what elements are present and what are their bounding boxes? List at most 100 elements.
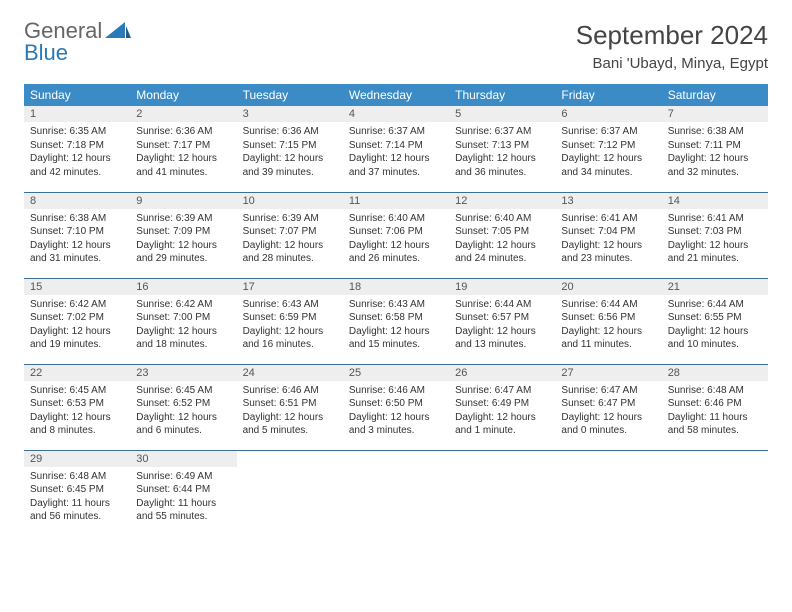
day-info: Sunrise: 6:43 AMSunset: 6:58 PMDaylight:…	[343, 295, 449, 356]
day-number: 24	[237, 365, 343, 381]
sunrise-line: Sunrise: 6:43 AM	[349, 298, 443, 312]
daylight-line: Daylight: 12 hours and 18 minutes.	[136, 325, 230, 352]
daylight-line: Daylight: 12 hours and 10 minutes.	[668, 325, 762, 352]
day-info: Sunrise: 6:39 AMSunset: 7:09 PMDaylight:…	[130, 209, 236, 270]
day-number: 20	[555, 279, 661, 295]
weekday-header-row: Sunday Monday Tuesday Wednesday Thursday…	[24, 84, 768, 106]
sunset-line: Sunset: 7:06 PM	[349, 225, 443, 239]
day-number: 27	[555, 365, 661, 381]
sunset-line: Sunset: 6:46 PM	[668, 397, 762, 411]
sunrise-line: Sunrise: 6:38 AM	[668, 125, 762, 139]
sunrise-line: Sunrise: 6:42 AM	[136, 298, 230, 312]
day-info: Sunrise: 6:40 AMSunset: 7:06 PMDaylight:…	[343, 209, 449, 270]
daylight-line: Daylight: 12 hours and 21 minutes.	[668, 239, 762, 266]
daylight-line: Daylight: 12 hours and 11 minutes.	[561, 325, 655, 352]
sunset-line: Sunset: 6:55 PM	[668, 311, 762, 325]
day-number: 30	[130, 451, 236, 467]
day-number: 21	[662, 279, 768, 295]
calendar-day-cell: 16Sunrise: 6:42 AMSunset: 7:00 PMDayligh…	[130, 278, 236, 364]
calendar-day-cell: 3Sunrise: 6:36 AMSunset: 7:15 PMDaylight…	[237, 106, 343, 192]
header: General Blue September 2024 Bani 'Ubayd,…	[24, 20, 768, 72]
sunrise-line: Sunrise: 6:38 AM	[30, 212, 124, 226]
daylight-line: Daylight: 12 hours and 31 minutes.	[30, 239, 124, 266]
day-info: Sunrise: 6:45 AMSunset: 6:52 PMDaylight:…	[130, 381, 236, 442]
sunrise-line: Sunrise: 6:48 AM	[30, 470, 124, 484]
daylight-line: Daylight: 12 hours and 0 minutes.	[561, 411, 655, 438]
day-number: 3	[237, 106, 343, 122]
day-number: 12	[449, 193, 555, 209]
sunrise-line: Sunrise: 6:49 AM	[136, 470, 230, 484]
sunrise-line: Sunrise: 6:40 AM	[349, 212, 443, 226]
sunrise-line: Sunrise: 6:37 AM	[561, 125, 655, 139]
day-number: 16	[130, 279, 236, 295]
sunset-line: Sunset: 6:44 PM	[136, 483, 230, 497]
calendar-day-cell: 5Sunrise: 6:37 AMSunset: 7:13 PMDaylight…	[449, 106, 555, 192]
day-number: 8	[24, 193, 130, 209]
day-info: Sunrise: 6:40 AMSunset: 7:05 PMDaylight:…	[449, 209, 555, 270]
weekday-header: Saturday	[662, 84, 768, 106]
day-info: Sunrise: 6:49 AMSunset: 6:44 PMDaylight:…	[130, 467, 236, 528]
weekday-header: Monday	[130, 84, 236, 106]
calendar-day-cell: 23Sunrise: 6:45 AMSunset: 6:52 PMDayligh…	[130, 364, 236, 450]
daylight-line: Daylight: 12 hours and 5 minutes.	[243, 411, 337, 438]
daylight-line: Daylight: 12 hours and 36 minutes.	[455, 152, 549, 179]
day-info: Sunrise: 6:36 AMSunset: 7:15 PMDaylight:…	[237, 122, 343, 183]
daylight-line: Daylight: 12 hours and 37 minutes.	[349, 152, 443, 179]
sunrise-line: Sunrise: 6:44 AM	[561, 298, 655, 312]
sunrise-line: Sunrise: 6:44 AM	[455, 298, 549, 312]
daylight-line: Daylight: 12 hours and 28 minutes.	[243, 239, 337, 266]
page-title: September 2024	[576, 20, 768, 51]
day-info: Sunrise: 6:41 AMSunset: 7:04 PMDaylight:…	[555, 209, 661, 270]
sunrise-line: Sunrise: 6:47 AM	[455, 384, 549, 398]
day-number: 19	[449, 279, 555, 295]
sunset-line: Sunset: 7:04 PM	[561, 225, 655, 239]
sunset-line: Sunset: 7:09 PM	[136, 225, 230, 239]
day-info: Sunrise: 6:37 AMSunset: 7:12 PMDaylight:…	[555, 122, 661, 183]
sunrise-line: Sunrise: 6:48 AM	[668, 384, 762, 398]
calendar-day-cell: 8Sunrise: 6:38 AMSunset: 7:10 PMDaylight…	[24, 192, 130, 278]
sunset-line: Sunset: 7:17 PM	[136, 139, 230, 153]
daylight-line: Daylight: 11 hours and 55 minutes.	[136, 497, 230, 524]
calendar-day-cell	[662, 450, 768, 536]
calendar-day-cell: 24Sunrise: 6:46 AMSunset: 6:51 PMDayligh…	[237, 364, 343, 450]
calendar-day-cell: 11Sunrise: 6:40 AMSunset: 7:06 PMDayligh…	[343, 192, 449, 278]
calendar-day-cell: 13Sunrise: 6:41 AMSunset: 7:04 PMDayligh…	[555, 192, 661, 278]
sunrise-line: Sunrise: 6:36 AM	[136, 125, 230, 139]
day-info: Sunrise: 6:48 AMSunset: 6:45 PMDaylight:…	[24, 467, 130, 528]
sunset-line: Sunset: 6:52 PM	[136, 397, 230, 411]
sunrise-line: Sunrise: 6:42 AM	[30, 298, 124, 312]
day-number: 9	[130, 193, 236, 209]
logo: General Blue	[24, 20, 131, 64]
sunset-line: Sunset: 6:47 PM	[561, 397, 655, 411]
daylight-line: Daylight: 12 hours and 16 minutes.	[243, 325, 337, 352]
day-info: Sunrise: 6:36 AMSunset: 7:17 PMDaylight:…	[130, 122, 236, 183]
sunset-line: Sunset: 6:45 PM	[30, 483, 124, 497]
calendar-day-cell: 4Sunrise: 6:37 AMSunset: 7:14 PMDaylight…	[343, 106, 449, 192]
sunset-line: Sunset: 7:05 PM	[455, 225, 549, 239]
weekday-header: Thursday	[449, 84, 555, 106]
day-number: 7	[662, 106, 768, 122]
sunset-line: Sunset: 6:58 PM	[349, 311, 443, 325]
day-info: Sunrise: 6:45 AMSunset: 6:53 PMDaylight:…	[24, 381, 130, 442]
weekday-header: Sunday	[24, 84, 130, 106]
sunset-line: Sunset: 7:13 PM	[455, 139, 549, 153]
calendar-day-cell	[555, 450, 661, 536]
calendar-day-cell: 26Sunrise: 6:47 AMSunset: 6:49 PMDayligh…	[449, 364, 555, 450]
sunset-line: Sunset: 6:49 PM	[455, 397, 549, 411]
day-info: Sunrise: 6:43 AMSunset: 6:59 PMDaylight:…	[237, 295, 343, 356]
day-info: Sunrise: 6:38 AMSunset: 7:11 PMDaylight:…	[662, 122, 768, 183]
sunset-line: Sunset: 6:50 PM	[349, 397, 443, 411]
calendar-day-cell: 10Sunrise: 6:39 AMSunset: 7:07 PMDayligh…	[237, 192, 343, 278]
logo-text-2: Blue	[24, 40, 68, 65]
daylight-line: Daylight: 12 hours and 26 minutes.	[349, 239, 443, 266]
calendar-week-row: 29Sunrise: 6:48 AMSunset: 6:45 PMDayligh…	[24, 450, 768, 536]
sunrise-line: Sunrise: 6:37 AM	[349, 125, 443, 139]
day-number: 10	[237, 193, 343, 209]
sunset-line: Sunset: 6:57 PM	[455, 311, 549, 325]
day-number: 11	[343, 193, 449, 209]
calendar-day-cell: 14Sunrise: 6:41 AMSunset: 7:03 PMDayligh…	[662, 192, 768, 278]
sunset-line: Sunset: 6:51 PM	[243, 397, 337, 411]
day-number: 6	[555, 106, 661, 122]
sunset-line: Sunset: 7:15 PM	[243, 139, 337, 153]
calendar-day-cell: 28Sunrise: 6:48 AMSunset: 6:46 PMDayligh…	[662, 364, 768, 450]
